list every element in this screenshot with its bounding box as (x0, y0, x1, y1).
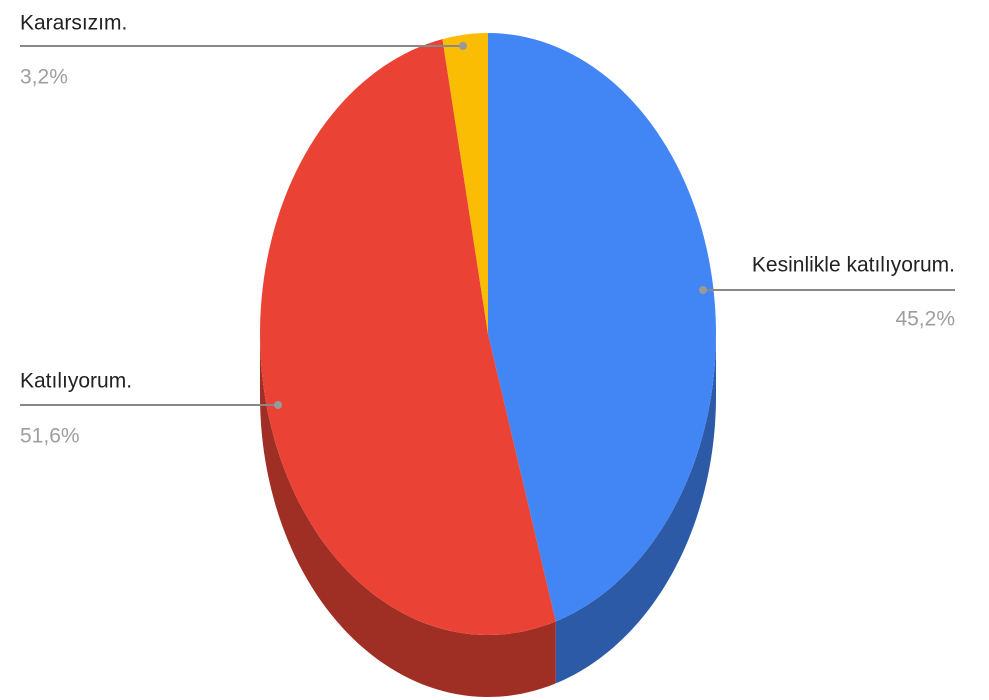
pie-side (555, 334, 716, 684)
slice-label: Kararsızım. (20, 12, 127, 35)
pie-slice (488, 33, 716, 622)
slice-percent: 3,2% (20, 66, 68, 89)
leader-dot (274, 401, 282, 409)
pie-slice (442, 33, 488, 334)
pie-side (260, 334, 556, 697)
slice-percent: 51,6% (20, 425, 80, 448)
leader-dot (459, 42, 467, 50)
slice-percent: 45,2% (895, 308, 955, 331)
slice-label: Katılıyorum. (20, 370, 132, 393)
leader-dot (699, 286, 707, 294)
pie-slice (260, 39, 556, 635)
slice-label: Kesinlikle katılıyorum. (752, 254, 955, 277)
